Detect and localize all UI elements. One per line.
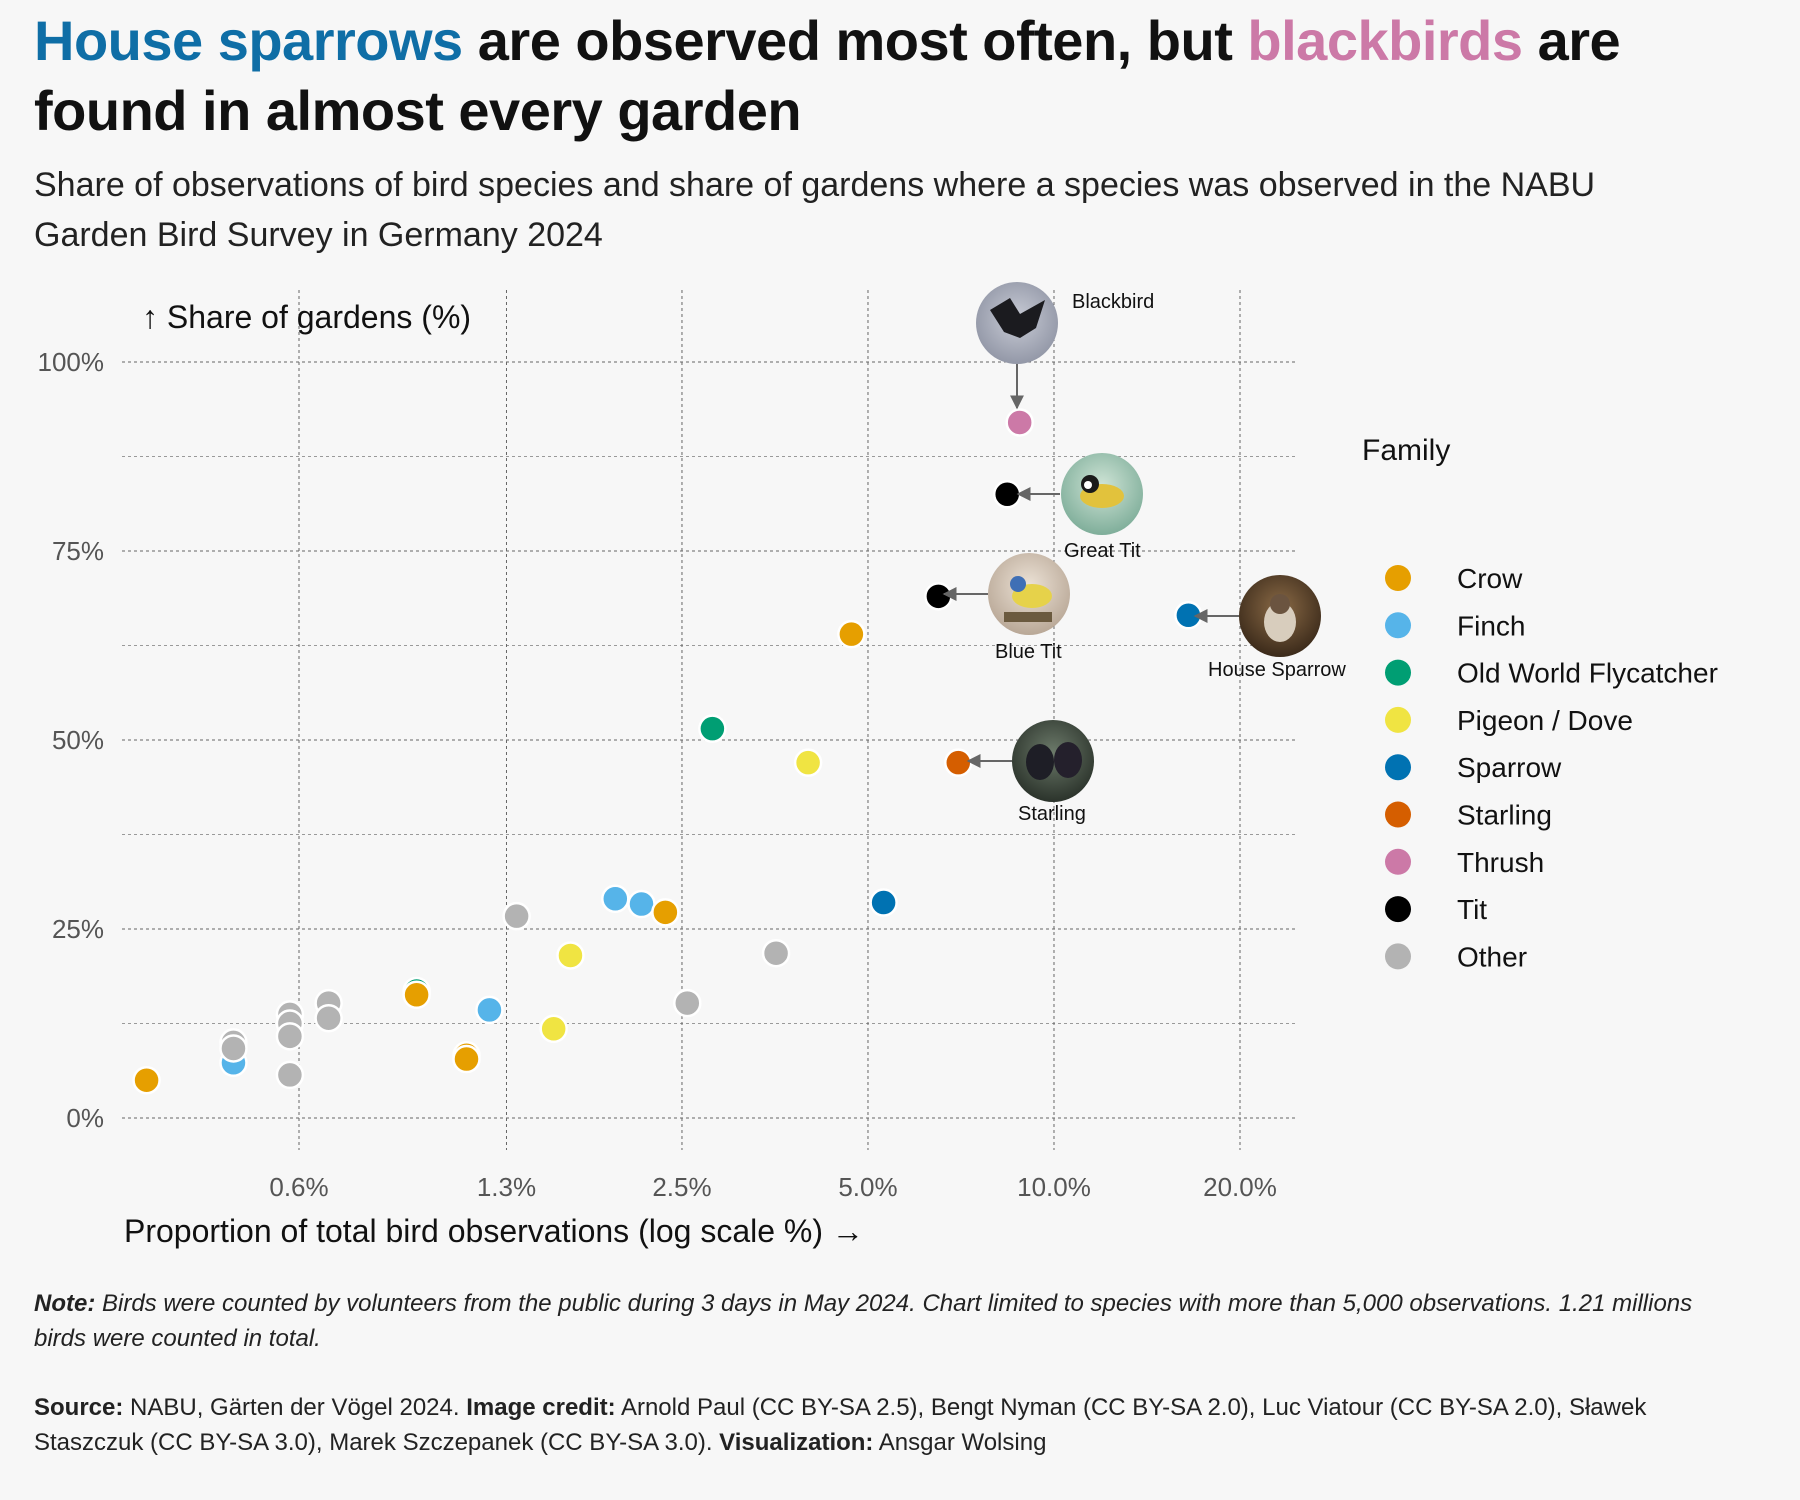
x-tick-label: 2.5% xyxy=(652,1172,711,1202)
source-label: Source: xyxy=(34,1394,124,1421)
title-highlight-blackbirds: blackbirds xyxy=(1247,9,1523,72)
source-text: NABU, Gärten der Vögel 2024. xyxy=(123,1394,467,1421)
house-sparrow-annotation-label: House Sparrow xyxy=(1208,659,1346,681)
x-tick-label: 1.3% xyxy=(477,1172,536,1202)
starling-annotation-label: Starling xyxy=(1018,803,1086,825)
data-point-thrush xyxy=(1005,408,1034,437)
annotations: Blackbird Great Tit Blue Tit House Sparr… xyxy=(942,282,1346,825)
data-point-starling xyxy=(944,748,973,777)
data-point-crow xyxy=(132,1065,161,1095)
starling-photo-icon: Starling xyxy=(966,720,1094,825)
data-point-old-world-flycatcher xyxy=(698,714,727,743)
legend-label-thrush: Thrush xyxy=(1457,847,1544,878)
x-tick-label: 10.0% xyxy=(1017,1172,1091,1202)
image-credit-text: Arnold Paul (CC BY-SA 2.5), Bengt Nyman … xyxy=(34,1394,1647,1456)
legend-swatch-old-world-flycatcher xyxy=(1385,659,1411,686)
scatter-chart: 0.6% 1.3% 2.5% 5.0% 10.0% 20.0% 0% 25% 50% 75% 100… xyxy=(38,282,1718,1249)
legend-swatch-sparrow xyxy=(1385,754,1411,781)
data-point-other xyxy=(275,1022,305,1051)
legend-label-crow: Crow xyxy=(1457,563,1523,594)
chart-title: House sparrows are observed most often, … xyxy=(34,6,1734,146)
legend-swatch-crow xyxy=(1385,565,1411,591)
legend-swatch-finch xyxy=(1385,612,1411,639)
data-point-finch xyxy=(475,995,504,1025)
data-point-other xyxy=(314,1003,343,1033)
y-tick-label: 75% xyxy=(52,536,104,566)
y-tick-label: 100% xyxy=(38,347,105,377)
data-point-crow xyxy=(837,619,866,649)
axis-layer: 0.6% 1.3% 2.5% 5.0% 10.0% 20.0% 0% 25% 50% 75% 100… xyxy=(38,347,1277,1202)
legend-swatch-starling xyxy=(1385,801,1411,828)
y-axis-title: ↑ Share of gardens (%) xyxy=(142,299,471,335)
legend-label-sparrow: Sparrow xyxy=(1457,752,1562,783)
x-tick-label: 20.0% xyxy=(1203,1172,1277,1202)
data-point-tit xyxy=(992,480,1022,509)
data-point-finch xyxy=(601,884,630,914)
blue-tit-photo-icon: Blue Tit xyxy=(942,553,1070,663)
y-tick-label: 50% xyxy=(52,725,104,755)
data-point-crow xyxy=(452,1044,481,1074)
chart-subtitle: Share of observations of bird species an… xyxy=(34,166,1596,254)
blackbird-photo-icon: Blackbird xyxy=(976,282,1154,410)
legend-swatch-tit xyxy=(1385,896,1411,923)
data-point-crow xyxy=(402,980,431,1010)
legend-title: Family xyxy=(1362,434,1450,467)
y-tick-label: 25% xyxy=(52,914,104,944)
chart-source: Source: NABU, Gärten der Vögel 2024. Ima… xyxy=(34,1390,1734,1460)
data-point-other xyxy=(275,1060,305,1090)
legend-swatch-other xyxy=(1385,943,1411,970)
great-tit-photo-icon: Great Tit xyxy=(1016,453,1143,562)
house-sparrow-photo-icon: House Sparrow xyxy=(1193,575,1346,681)
data-point-other xyxy=(502,901,531,931)
image-credit-label: Image credit: xyxy=(466,1394,616,1421)
data-point-pigeon-dove xyxy=(539,1014,568,1044)
legend-label-pigeon-dove: Pigeon / Dove xyxy=(1457,705,1633,736)
data-point-other xyxy=(219,1034,248,1063)
data-point-tit xyxy=(924,582,953,611)
y-tick-label: 0% xyxy=(66,1103,104,1133)
data-point-finch xyxy=(627,889,656,919)
x-tick-label: 5.0% xyxy=(838,1172,897,1202)
title-text-end: are found in almost every garden xyxy=(34,9,1621,142)
data-point-pigeon-dove xyxy=(556,941,585,970)
great-tit-annotation-label: Great Tit xyxy=(1064,540,1141,562)
data-point-other xyxy=(673,988,702,1018)
visualization-label: Visualization: xyxy=(719,1429,874,1456)
points-layer xyxy=(132,408,1203,1095)
legend-label-other: Other xyxy=(1457,941,1527,972)
legend-label-finch: Finch xyxy=(1457,610,1525,641)
legend-label-starling: Starling xyxy=(1457,800,1552,831)
data-point-pigeon-dove xyxy=(793,748,823,777)
legend-label-old-world-flycatcher: Old World Flycatcher xyxy=(1457,658,1718,689)
blackbird-annotation-label: Blackbird xyxy=(1072,291,1154,313)
data-point-other xyxy=(761,938,791,968)
data-point-sparrow xyxy=(869,888,898,917)
legend-swatch-thrush xyxy=(1385,848,1411,875)
blue-tit-annotation-label: Blue Tit xyxy=(995,641,1062,663)
visualization-text: Ansgar Wolsing xyxy=(873,1429,1047,1456)
note-text: Birds were counted by volunteers from th… xyxy=(34,1290,1693,1352)
legend: Crow Finch Old World Flycatcher Pigeon / Do… xyxy=(1385,563,1718,972)
chart-note: Note: Birds were counted by volunteers f… xyxy=(34,1286,1734,1356)
x-tick-label: 0.6% xyxy=(269,1172,328,1202)
x-axis-title: Proportion of total bird observations (l… xyxy=(124,1213,864,1249)
legend-swatch-pigeon-dove xyxy=(1385,706,1411,733)
title-highlight-house-sparrows: House sparrows xyxy=(34,9,463,72)
data-point-crow xyxy=(651,898,680,927)
legend-label-tit: Tit xyxy=(1457,894,1487,925)
title-text-middle: are observed most often, but xyxy=(462,9,1248,72)
note-label: Note: xyxy=(34,1290,96,1317)
